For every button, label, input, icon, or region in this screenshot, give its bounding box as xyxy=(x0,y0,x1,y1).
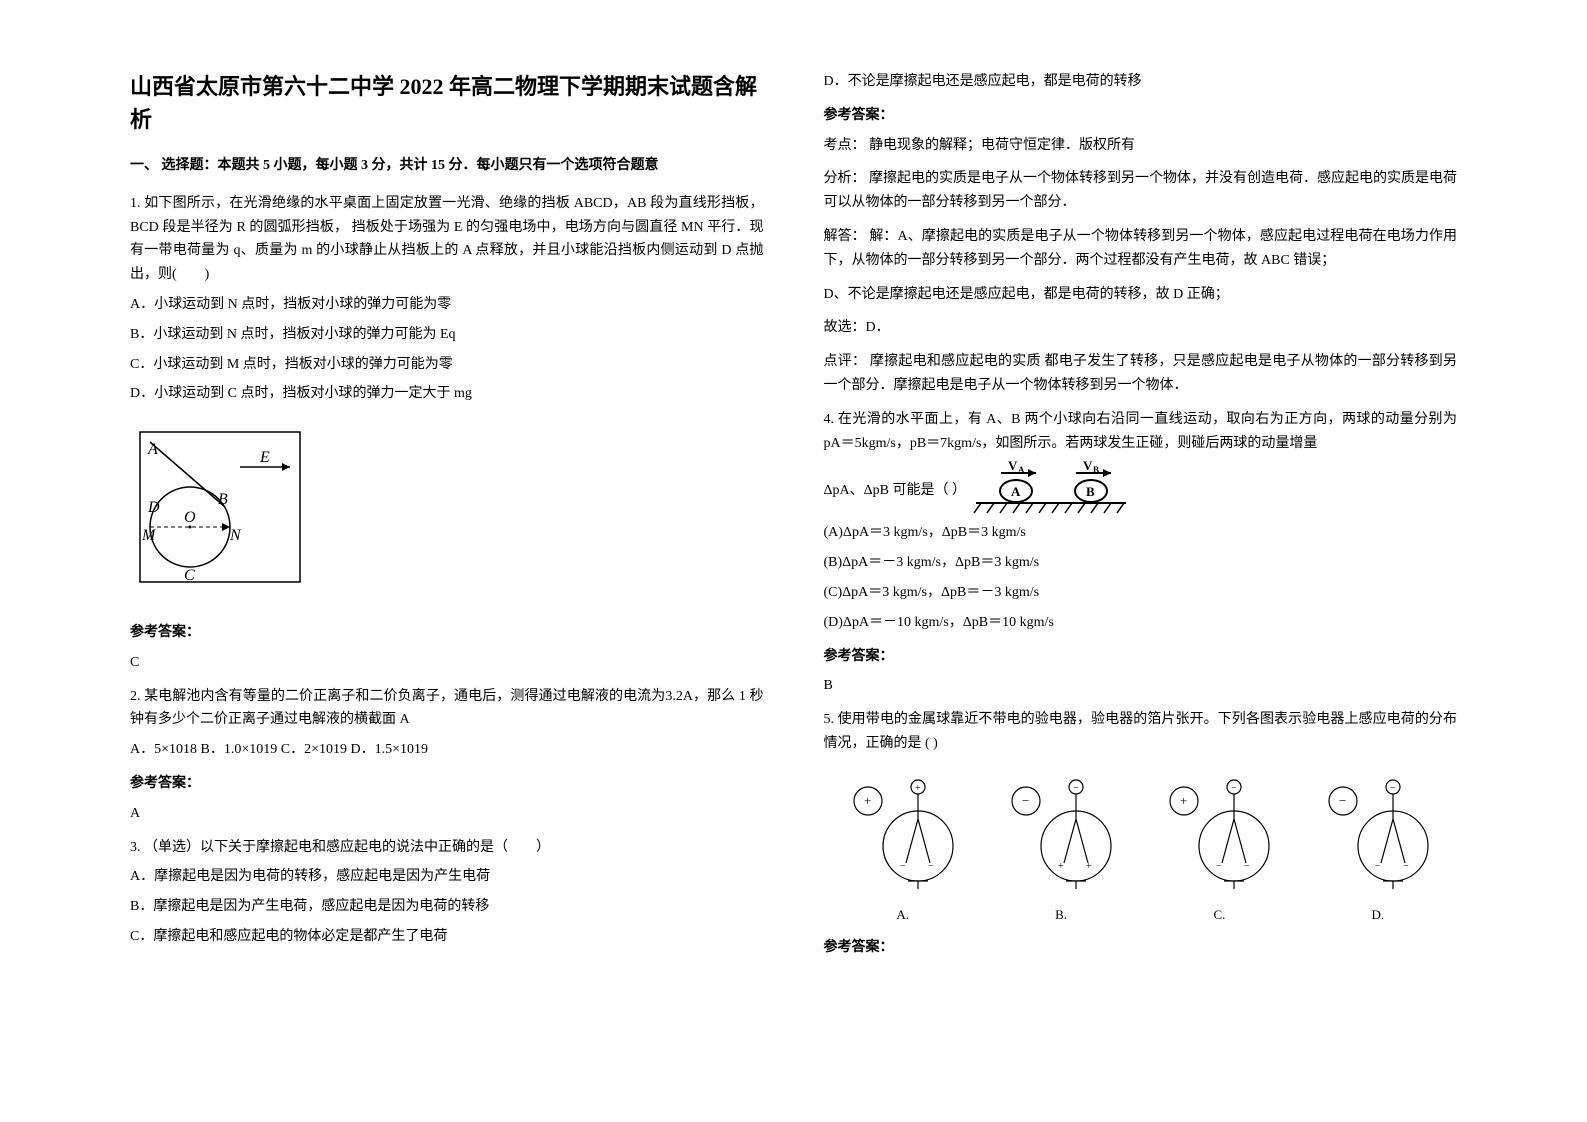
label-A: A. xyxy=(848,904,958,926)
svg-text:B: B xyxy=(1093,465,1099,475)
label-B: B. xyxy=(1006,904,1116,926)
q3-guxuan: 故选：D． xyxy=(824,316,1458,340)
q3-optB: B．摩擦起电是因为产生电荷，感应起电是因为电荷的转移 xyxy=(130,895,764,919)
svg-text:−: − xyxy=(900,861,906,872)
section-header-1: 一、 选择题：本题共 5 小题，每小题 3 分，共计 15 分．每小题只有一个选… xyxy=(130,154,764,178)
svg-text:+: + xyxy=(1086,861,1092,872)
q3-optD: D．不论是摩擦起电还是感应起电，都是电荷的转移 xyxy=(824,70,1458,94)
q4-diagram-line: ΔpA、ΔpB 可能是（ ） V A V B A B xyxy=(824,461,1458,521)
q3-kaodian: 考点： 静电现象的解释；电荷守恒定律．版权所有 xyxy=(824,134,1458,158)
electroscope-B: − − + + B. xyxy=(1006,771,1116,926)
q5-stem: 5. 使用带电的金属球靠近不带电的验电器，验电器的箔片张开。下列各图表示验电器上… xyxy=(824,708,1458,756)
q4-delta-text: ΔpA、ΔpB 可能是（ ） xyxy=(824,479,966,503)
svg-text:−: − xyxy=(1231,783,1237,794)
q1-optC: C．小球运动到 M 点时，挡板对小球的弹力可能为零 xyxy=(130,353,764,377)
q3-optC: C．摩擦起电和感应起电的物体必定是都产生了电荷 xyxy=(130,925,764,949)
electroscope-A: + + − − A. xyxy=(848,771,958,926)
q5-answer-label: 参考答案： xyxy=(824,936,1458,960)
q3-answer-label: 参考答案： xyxy=(824,104,1458,128)
label-D: D. xyxy=(1323,904,1433,926)
svg-text:M: M xyxy=(141,527,157,544)
svg-text:−: − xyxy=(1022,793,1029,808)
svg-text:V: V xyxy=(1008,461,1018,473)
svg-text:+: + xyxy=(1058,861,1064,872)
q4-optC: (C)ΔpA＝3 kgm/s，ΔpB＝－3 kgm/s xyxy=(824,581,1458,605)
electroscope-C: + − − − C. xyxy=(1164,771,1274,926)
svg-text:−: − xyxy=(928,861,934,872)
svg-text:−: − xyxy=(1403,861,1409,872)
q4-optB: (B)ΔpA＝－3 kgm/s，ΔpB＝3 kgm/s xyxy=(824,551,1458,575)
svg-text:−: − xyxy=(1216,861,1222,872)
label-C: C. xyxy=(1164,904,1274,926)
svg-text:A: A xyxy=(147,441,158,458)
svg-text:−: − xyxy=(1244,861,1250,872)
q3-fenxi: 分析： 摩擦起电的实质是电子从一个物体转移到另一个物体，并没有创造电荷．感应起电… xyxy=(824,167,1458,215)
q1-answer-label: 参考答案： xyxy=(130,621,764,645)
q4-optA: (A)ΔpA＝3 kgm/s，ΔpB＝3 kgm/s xyxy=(824,521,1458,545)
q1-optB: B．小球运动到 N 点时，挡板对小球的弹力可能为 Eq xyxy=(130,323,764,347)
svg-text:N: N xyxy=(229,527,242,544)
svg-text:B: B xyxy=(218,491,228,508)
svg-text:+: + xyxy=(1180,793,1187,808)
q4-stem: 4. 在光滑的水平面上，有 A、B 两个小球向右沿同一直线运动，取向右为正方向，… xyxy=(824,408,1458,456)
q2-stem: 2. 某电解池内含有等量的二价正离子和二价负离子，通电后，测得通过电解液的电流为… xyxy=(130,685,764,733)
svg-text:D: D xyxy=(147,499,160,516)
svg-text:+: + xyxy=(864,793,871,808)
svg-text:−: − xyxy=(1073,783,1079,794)
q5-diagrams: + + − − A. − − xyxy=(824,771,1458,926)
svg-text:C: C xyxy=(184,567,195,584)
q1-answer: C xyxy=(130,651,764,675)
svg-text:−: − xyxy=(1339,793,1346,808)
q3-jieda: 解答： 解：A、摩擦起电的实质是电子从一个物体转移到另一个物体，感应起电过程电荷… xyxy=(824,225,1458,273)
q1-diagram: A E D B M O N C xyxy=(130,422,310,592)
electroscope-D: − − − − D. xyxy=(1323,771,1433,926)
right-column: D．不论是摩擦起电还是感应起电，都是电荷的转移 参考答案： 考点： 静电现象的解… xyxy=(794,70,1488,1072)
q4-answer-label: 参考答案： xyxy=(824,645,1458,669)
page-title: 山西省太原市第六十二中学 2022 年高二物理下学期期末试题含解析 xyxy=(130,70,764,136)
q3-optA: A．摩擦起电是因为电荷的转移，感应起电是因为产生电荷 xyxy=(130,865,764,889)
q2-options: A．5×1018 B．1.0×1019 C．2×1019 D．1.5×1019 xyxy=(130,738,764,762)
svg-text:E: E xyxy=(259,449,270,466)
q3-jieda2: D、不论是摩擦起电还是感应起电，都是电荷的转移，故 D 正确； xyxy=(824,283,1458,307)
svg-text:V: V xyxy=(1083,461,1093,473)
q2-answer-label: 参考答案： xyxy=(130,772,764,796)
q3-stem: 3. （单选）以下关于摩擦起电和感应起电的说法中正确的是（ ） xyxy=(130,836,764,860)
left-column: 山西省太原市第六十二中学 2022 年高二物理下学期期末试题含解析 一、 选择题… xyxy=(100,70,794,1072)
q4-diagram: V A V B A B xyxy=(966,461,1136,521)
svg-text:+: + xyxy=(915,783,921,794)
q2-answer: A xyxy=(130,802,764,826)
q4-optD: (D)ΔpA＝－10 kgm/s，ΔpB＝10 kgm/s xyxy=(824,611,1458,635)
svg-text:B: B xyxy=(1086,484,1095,499)
q1-stem: 1. 如下图所示，在光滑绝缘的水平桌面上固定放置一光滑、绝缘的挡板 ABCD，A… xyxy=(130,192,764,287)
q1-optA: A．小球运动到 N 点时，挡板对小球的弹力可能为零 xyxy=(130,293,764,317)
svg-text:A: A xyxy=(1011,484,1021,499)
svg-text:A: A xyxy=(1018,465,1025,475)
q1-optD: D．小球运动到 C 点时，挡板对小球的弹力一定大于 mg xyxy=(130,382,764,406)
q3-dianping: 点评： 摩擦起电和感应起电的实质 都电子发生了转移，只是感应起电是电子从物体的一… xyxy=(824,350,1458,398)
svg-text:−: − xyxy=(1375,861,1381,872)
svg-text:−: − xyxy=(1390,783,1396,794)
svg-text:O: O xyxy=(184,509,196,526)
q4-answer: B xyxy=(824,674,1458,698)
